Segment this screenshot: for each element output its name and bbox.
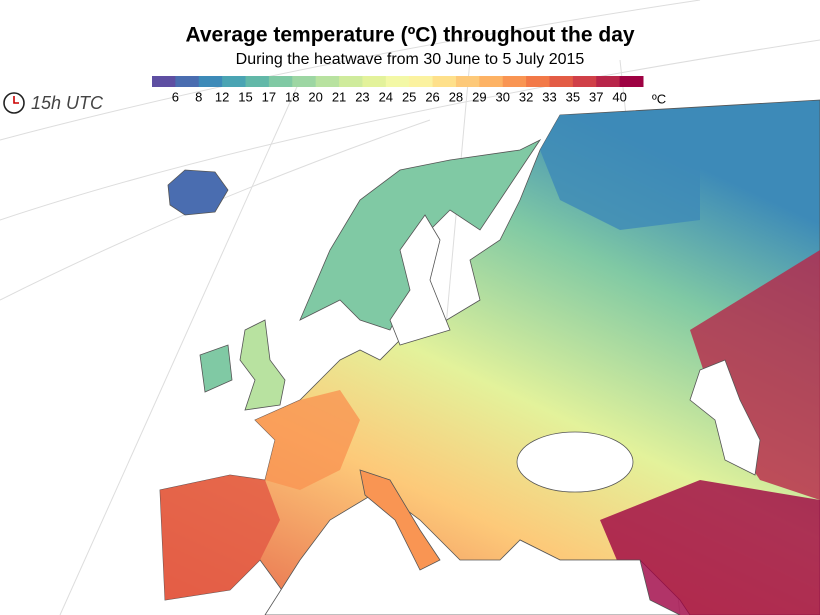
legend-swatch (455, 76, 480, 87)
legend-tick-label: 28 (449, 89, 463, 104)
graticule-line (0, 0, 701, 141)
legend-tick-label: 25 (402, 89, 416, 104)
iberia (160, 475, 280, 600)
clock-icon (3, 92, 25, 114)
legend-tick-label: 21 (332, 89, 346, 104)
legend-tick-label: 40 (612, 89, 626, 104)
clock-face (3, 92, 25, 114)
legend-swatch (502, 76, 527, 87)
legend-tick-label: 30 (495, 89, 509, 104)
east-hot (690, 250, 820, 500)
clock-hands (13, 96, 19, 104)
france (255, 390, 360, 490)
legend-swatch (175, 76, 200, 87)
legend-swatch (385, 76, 410, 87)
legend-swatch (572, 76, 597, 87)
iceland (167, 169, 229, 216)
black-sea (516, 431, 634, 493)
legend-swatch (432, 76, 457, 87)
legend-tick-label: 35 (566, 89, 580, 104)
map (159, 99, 820, 615)
graticule-line (0, 39, 820, 221)
legend-swatch (619, 76, 644, 87)
legend-swatch (409, 76, 434, 87)
legend-swatch (198, 76, 223, 87)
legend-tick-label: 20 (308, 89, 322, 104)
title: Average temperature (ºC) throughout the … (185, 24, 634, 47)
time-label: 15h UTC (31, 93, 104, 113)
legend-swatch (268, 76, 293, 87)
italy (359, 469, 441, 571)
legend-swatch (479, 76, 504, 87)
middle-east (600, 480, 820, 615)
ireland (199, 344, 233, 393)
legend-swatch (526, 76, 550, 87)
legend-tick-label: 6 (172, 89, 179, 104)
legend-tick-label: 32 (519, 89, 533, 104)
legend-swatch (152, 76, 176, 87)
legend-tick-label: 23 (355, 89, 369, 104)
subtitle: During the heatwave from 30 June to 5 Ju… (236, 51, 585, 68)
graticule-line (59, 79, 301, 615)
color-legend: 6 8 12 15 17 18 20 21 23 24 25 26 28 29 30 32 33 35 37 40 ºC (152, 76, 666, 106)
legend-tick-label: 37 (589, 89, 603, 104)
legend-tick-label: 29 (472, 89, 486, 104)
legend-swatch (245, 76, 270, 87)
baltic (389, 214, 451, 346)
legend-unit: ºC (652, 91, 666, 106)
britain (239, 319, 286, 411)
legend-swatch (549, 76, 574, 87)
legend-swatch (339, 76, 363, 87)
north-russia (540, 110, 700, 230)
legend-tick-label: 33 (542, 89, 556, 104)
legend-tick-label: 8 (195, 89, 202, 104)
legend-tick-label: 12 (215, 89, 229, 104)
legend-swatch (362, 76, 387, 87)
legend-tick-label: 24 (379, 89, 393, 104)
caspian (689, 359, 761, 476)
legend-swatch (315, 76, 340, 87)
mediterranean (264, 489, 681, 615)
legend-tick-label: 15 (238, 89, 252, 104)
legend-tick-label: 26 (425, 89, 439, 104)
legend-swatch (292, 76, 317, 87)
legend-swatch (596, 76, 621, 87)
legend-tick-label: 18 (285, 89, 299, 104)
legend-tick-label: 17 (262, 89, 276, 104)
legend-swatch (222, 76, 247, 87)
